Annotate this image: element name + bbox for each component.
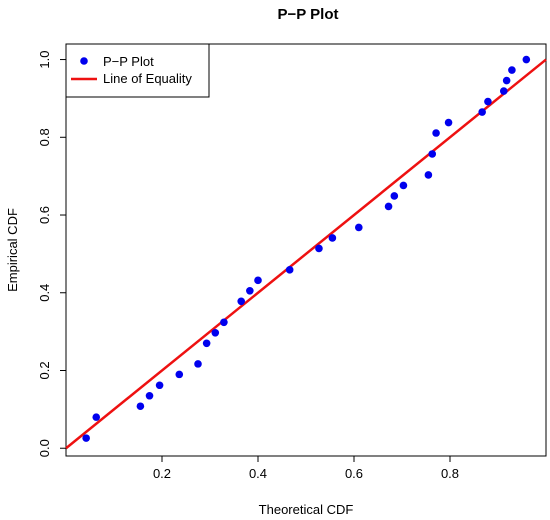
data-point-21 xyxy=(424,171,433,179)
y-tick-label: 0.8 xyxy=(37,128,52,146)
data-point-8 xyxy=(202,339,211,348)
y-tick-label: 0.0 xyxy=(37,439,52,457)
data-point-25 xyxy=(478,108,486,116)
legend: P−P Plot Line of Equality xyxy=(65,43,210,98)
data-point-28 xyxy=(502,76,511,85)
legend-label-equality: Line of Equality xyxy=(103,71,192,86)
x-axis: 0.2 0.4 0.6 0.8 xyxy=(153,456,459,481)
data-point-3 xyxy=(136,402,145,411)
line-of-equality xyxy=(65,58,547,450)
data-point-18 xyxy=(384,202,393,211)
data-point-10 xyxy=(220,318,228,327)
data-point-15 xyxy=(315,244,323,253)
data-point-12 xyxy=(246,287,254,295)
plot-area xyxy=(65,43,547,457)
chart-title: P−P Plot xyxy=(278,6,339,23)
y-tick-label: 0.2 xyxy=(37,361,52,379)
legend-point-marker xyxy=(80,57,88,65)
data-point-24 xyxy=(444,118,453,127)
data-point-2 xyxy=(92,413,101,421)
data-points-layer xyxy=(82,55,531,442)
x-tick-label: 0.6 xyxy=(345,466,363,481)
data-point-1 xyxy=(82,434,90,442)
y-tick-label: 0.6 xyxy=(37,206,52,224)
x-tick-label: 0.2 xyxy=(153,466,171,481)
data-point-26 xyxy=(484,97,492,106)
data-point-16 xyxy=(328,234,337,242)
y-axis-label: Empirical CDF xyxy=(5,208,20,292)
data-point-14 xyxy=(285,266,294,274)
data-point-23 xyxy=(432,129,440,137)
data-point-30 xyxy=(522,55,531,64)
data-point-17 xyxy=(355,223,363,232)
y-tick-label: 1.0 xyxy=(37,51,52,69)
legend-box xyxy=(65,43,210,98)
data-point-13 xyxy=(254,276,262,285)
x-tick-label: 0.8 xyxy=(441,466,459,481)
equality-line-layer xyxy=(65,58,547,450)
data-point-29 xyxy=(508,66,516,74)
data-point-7 xyxy=(194,360,202,368)
y-axis: 0.0 0.2 0.4 0.6 0.8 1.0 xyxy=(37,51,66,457)
data-point-5 xyxy=(155,381,164,390)
y-tick-label: 0.4 xyxy=(37,284,52,302)
data-point-27 xyxy=(499,87,508,95)
data-point-4 xyxy=(145,391,154,400)
legend-label-pp-plot: P−P Plot xyxy=(103,54,154,69)
data-point-19 xyxy=(390,192,399,200)
data-point-22 xyxy=(428,150,437,158)
data-point-9 xyxy=(211,328,220,337)
data-point-6 xyxy=(175,370,184,379)
x-tick-label: 0.4 xyxy=(249,466,267,481)
data-point-20 xyxy=(399,181,408,190)
x-axis-label: Theoretical CDF xyxy=(259,502,354,517)
plot-frame xyxy=(65,43,547,457)
data-point-11 xyxy=(237,297,245,306)
